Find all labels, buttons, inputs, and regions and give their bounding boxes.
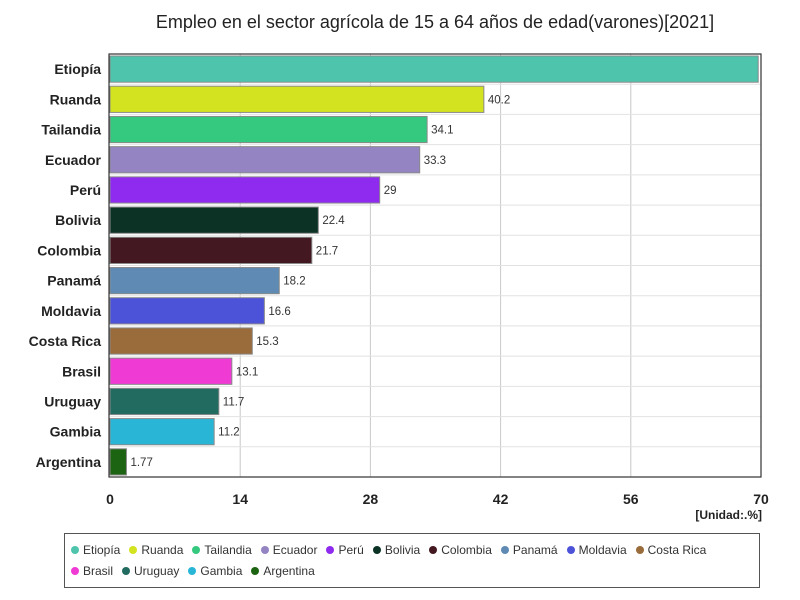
legend-label: Tailandia — [204, 543, 252, 557]
legend-swatch — [129, 546, 138, 554]
category-label: Bolivia — [55, 212, 101, 228]
category-label: Etiopía — [54, 61, 101, 77]
data-label: 40.2 — [488, 94, 510, 106]
legend-swatch — [429, 546, 438, 554]
legend-item: Moldavia — [566, 540, 627, 561]
bar — [109, 236, 313, 265]
bar — [109, 115, 428, 144]
legend-swatch — [566, 546, 575, 554]
legend-swatch — [251, 567, 260, 575]
x-tick-label: 42 — [493, 491, 509, 507]
legend-label: Argentina — [263, 564, 315, 578]
legend-item: Perú — [326, 540, 364, 561]
bar — [109, 267, 280, 295]
legend: Etiopía Ruanda Tailandia Ecuador Perú Bolivia… — [64, 533, 760, 588]
bar — [109, 327, 253, 355]
legend-label: Perú — [338, 543, 364, 557]
category-label: Moldavia — [41, 303, 101, 319]
data-label: 21.7 — [316, 245, 338, 257]
category-label: Gambia — [50, 424, 102, 440]
category-label: Panamá — [47, 273, 101, 289]
bar — [109, 448, 127, 476]
legend-label: Panamá — [512, 543, 558, 557]
x-tick-label: 56 — [623, 491, 639, 507]
legend-item: Brasil — [71, 561, 113, 582]
data-label: 18.2 — [283, 276, 305, 288]
data-label: 15.3 — [256, 336, 278, 348]
legend-swatch — [71, 546, 79, 554]
legend-label: Costa Rica — [647, 543, 707, 557]
unit-label: [Unidad:.%] — [695, 508, 762, 522]
legend-label: Bolivia — [384, 543, 421, 557]
legend-item: Argentina — [251, 561, 315, 582]
data-label: 22.4 — [322, 215, 345, 227]
legend-swatch — [71, 567, 79, 575]
legend-item: Tailandia — [192, 540, 252, 561]
legend-swatch — [372, 546, 381, 554]
legend-swatch — [326, 546, 335, 554]
data-label: 11.2 — [218, 427, 240, 439]
legend-label: Ecuador — [272, 543, 318, 557]
legend-item: Uruguay — [122, 561, 179, 582]
category-label: Uruguay — [44, 393, 101, 409]
bar — [109, 176, 381, 204]
data-label: 29 — [384, 185, 397, 197]
chart-title: Empleo en el sector agrícola de 15 a 64 … — [155, 12, 715, 32]
data-label: 1.77 — [130, 457, 152, 469]
legend-item: Etiopía — [71, 540, 120, 561]
legend-label: Moldavia — [578, 543, 627, 557]
legend-label: Uruguay — [134, 564, 180, 578]
bar — [109, 387, 220, 416]
legend-label: Ruanda — [141, 543, 184, 557]
legend-label: Colombia — [441, 543, 492, 557]
category-label: Perú — [70, 182, 101, 198]
x-tick-label: 28 — [363, 491, 379, 507]
bar — [109, 357, 233, 385]
category-label: Tailandia — [41, 122, 101, 138]
category-label: Brasil — [62, 363, 101, 379]
legend-item: Gambia — [188, 561, 242, 582]
category-label: Costa Rica — [29, 333, 102, 349]
category-label: Ruanda — [50, 91, 102, 107]
legend-swatch — [635, 546, 644, 554]
data-label: 33.3 — [424, 155, 446, 167]
category-label: Colombia — [37, 242, 101, 258]
legend-item: Colombia — [429, 540, 492, 561]
data-label: 11.7 — [223, 396, 245, 408]
plot-frame — [108, 53, 762, 478]
bar — [109, 55, 759, 83]
legend-label: Brasil — [83, 564, 114, 578]
legend-item: Bolivia — [372, 540, 421, 561]
x-tick-label: 70 — [753, 491, 769, 507]
category-label: Ecuador — [45, 152, 102, 168]
data-label: 34.1 — [431, 125, 453, 137]
data-label: 16.6 — [268, 306, 290, 318]
legend-swatch — [188, 567, 197, 575]
legend-label: Etiopía — [83, 543, 121, 557]
bars — [109, 55, 759, 476]
bar — [109, 206, 319, 234]
legend-item: Panamá — [500, 540, 558, 561]
legend-item: Ecuador — [260, 540, 318, 561]
labels: 0 14 28 42 56 70 Etiopía Ruanda 40.2 Tailandia 34.… — [29, 61, 769, 507]
bar — [109, 85, 485, 113]
x-tick-label: 0 — [106, 491, 114, 507]
grid-lines — [110, 54, 761, 477]
category-label: Argentina — [36, 454, 102, 470]
bar — [109, 418, 215, 446]
bar — [109, 297, 265, 325]
data-label: 13.1 — [236, 366, 258, 378]
x-tick-label: 14 — [232, 491, 248, 507]
legend-swatch — [500, 546, 509, 554]
legend-label: Gambia — [200, 564, 243, 578]
bar — [109, 146, 421, 174]
legend-item: Ruanda — [129, 540, 183, 561]
legend-swatch — [122, 567, 131, 575]
legend-item: Costa Rica — [635, 540, 707, 561]
legend-swatch — [192, 546, 201, 554]
legend-swatch — [260, 546, 269, 554]
